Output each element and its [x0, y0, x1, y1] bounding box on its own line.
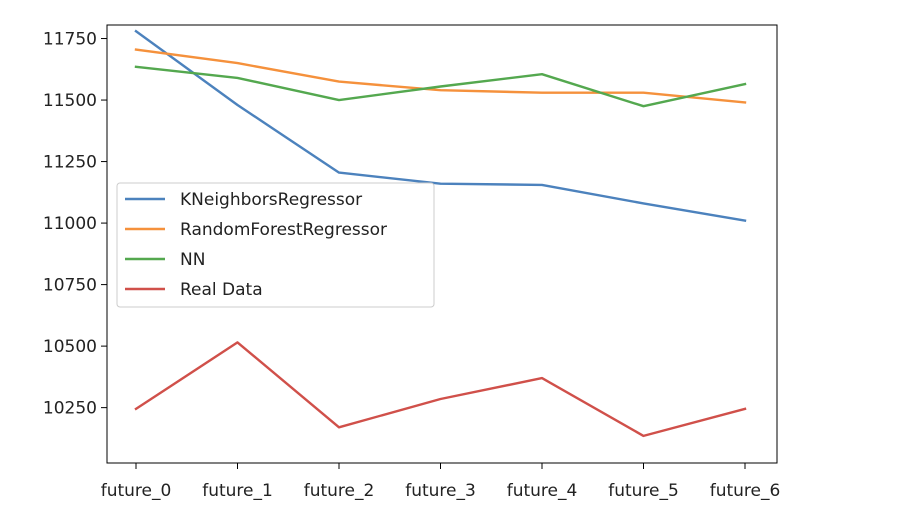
legend-label: RandomForestRegressor	[180, 220, 387, 240]
x-tick-label: future_6	[710, 481, 781, 501]
series-line-nn	[134, 65, 747, 108]
y-tick-label: 11250	[43, 153, 97, 173]
series-layer	[134, 29, 747, 438]
y-tick-label: 10250	[43, 399, 97, 419]
legend-label: Real Data	[180, 280, 263, 300]
y-tick-label: 10750	[43, 276, 97, 296]
legend-label: KNeighborsRegressor	[180, 190, 362, 210]
y-tick-label: 11750	[43, 30, 97, 50]
x-tick-label: future_3	[405, 481, 476, 501]
y-tick-label: 10500	[43, 337, 97, 357]
legend: KNeighborsRegressor RandomForestRegressor…	[116, 182, 435, 308]
series-line-kneighborsregressor	[134, 29, 747, 222]
axes-frame	[106, 24, 778, 464]
x-tick-label: future_0	[101, 481, 172, 501]
x-tick-label: future_2	[304, 481, 375, 501]
x-tick-label: future_1	[202, 481, 273, 501]
y-tick-label: 11000	[43, 214, 97, 234]
x-tick-label: future_5	[608, 481, 679, 501]
x-tick-label: future_4	[507, 481, 578, 501]
legend-box	[116, 182, 435, 308]
axes-layer: 10250 10500 10750 11000 11250 11500 11750 futur…	[43, 24, 781, 501]
series-line-real-data	[134, 341, 747, 438]
series-line-randomforestregressor	[134, 48, 747, 104]
y-tick-label: 11500	[43, 91, 97, 111]
legend-label: NN	[180, 250, 205, 270]
